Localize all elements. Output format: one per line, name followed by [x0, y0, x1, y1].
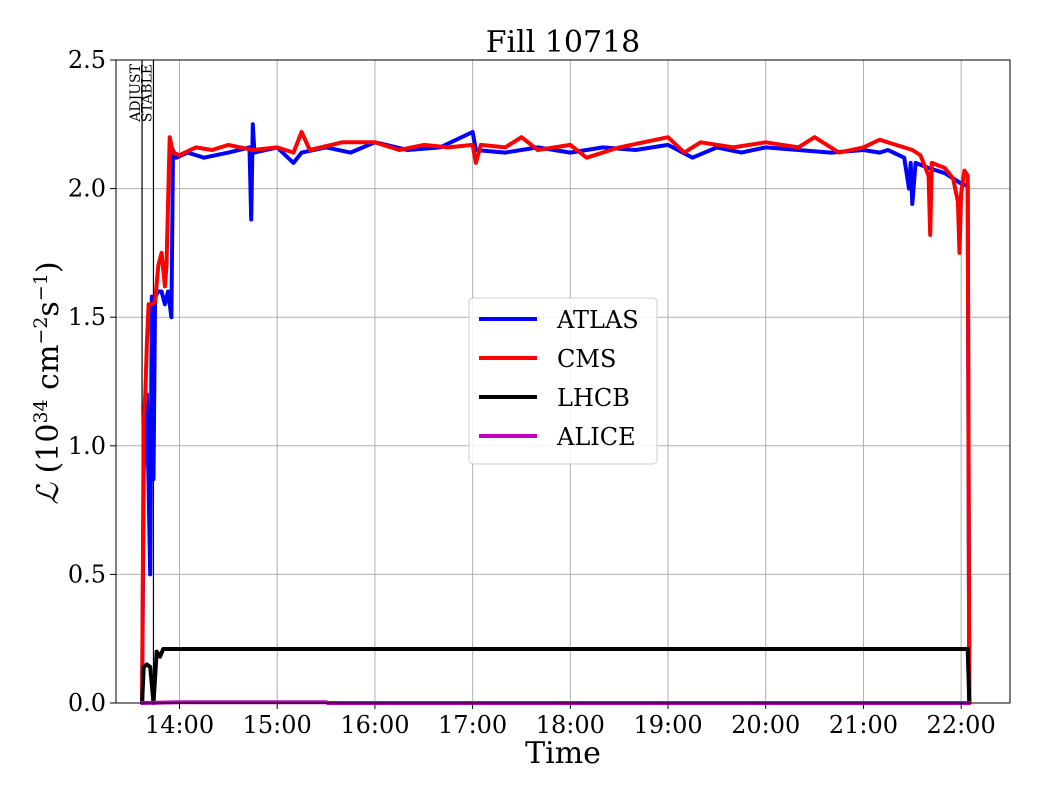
x-tick-label: 15:00: [243, 711, 312, 739]
x-tick-label: 18:00: [536, 711, 605, 739]
y-axis-unit-exp1: 34: [30, 399, 52, 423]
y-tick-label: 2.5: [68, 46, 106, 74]
axis-ticks: 14:00 15:00 16:00 17:00 18:00 19:00 20:00 21:00…: [68, 46, 996, 739]
y-axis-unit-mid: cm: [31, 345, 66, 400]
y-axis-unit-s: s: [31, 301, 66, 316]
y-axis-title: ℒ (1034 cm−2s−1): [30, 261, 66, 504]
x-tick-label: 16:00: [340, 711, 409, 739]
x-tick-label: 17:00: [438, 711, 507, 739]
x-tick-label: 20:00: [731, 711, 800, 739]
x-tick-label: 14:00: [145, 711, 214, 739]
legend-box: [468, 297, 658, 465]
legend: ATLAS CMS LHCB ALICE: [468, 297, 658, 465]
plot-frame: [115, 59, 1011, 704]
y-axis-unit-close: ): [31, 261, 66, 273]
y-tick-label: 0.0: [68, 689, 106, 717]
legend-label-cms: CMS: [557, 345, 616, 373]
x-axis-title: Time: [525, 736, 601, 771]
y-axis-symbol: ℒ: [31, 482, 66, 505]
series-line-lhcb: [140, 647, 972, 705]
y-tick-label: 1.5: [68, 303, 106, 331]
series-line-atlas: [140, 122, 972, 705]
x-tick-label: 19:00: [633, 711, 702, 739]
legend-label-alice: ALICE: [556, 423, 636, 451]
y-axis-unit-exp2: −2: [30, 317, 52, 345]
x-tick-label: 22:00: [927, 711, 996, 739]
y-axis-unit-prefix: (10: [31, 424, 66, 483]
y-tick-label: 2.0: [68, 175, 106, 203]
legend-label-lhcb: LHCB: [557, 384, 630, 412]
y-axis-unit-exp3: −1: [30, 273, 52, 301]
beam-mode-label-adjust: ADJUST: [128, 63, 144, 122]
chart-title: Fill 10718: [486, 25, 641, 60]
x-tick-label: 21:00: [829, 711, 898, 739]
beam-mode-label-stable: STABLE: [139, 64, 155, 122]
legend-label-atlas: ATLAS: [556, 306, 639, 334]
y-tick-label: 1.0: [68, 432, 106, 460]
y-tick-label: 0.5: [68, 560, 106, 588]
series-line-cms: [140, 130, 972, 705]
